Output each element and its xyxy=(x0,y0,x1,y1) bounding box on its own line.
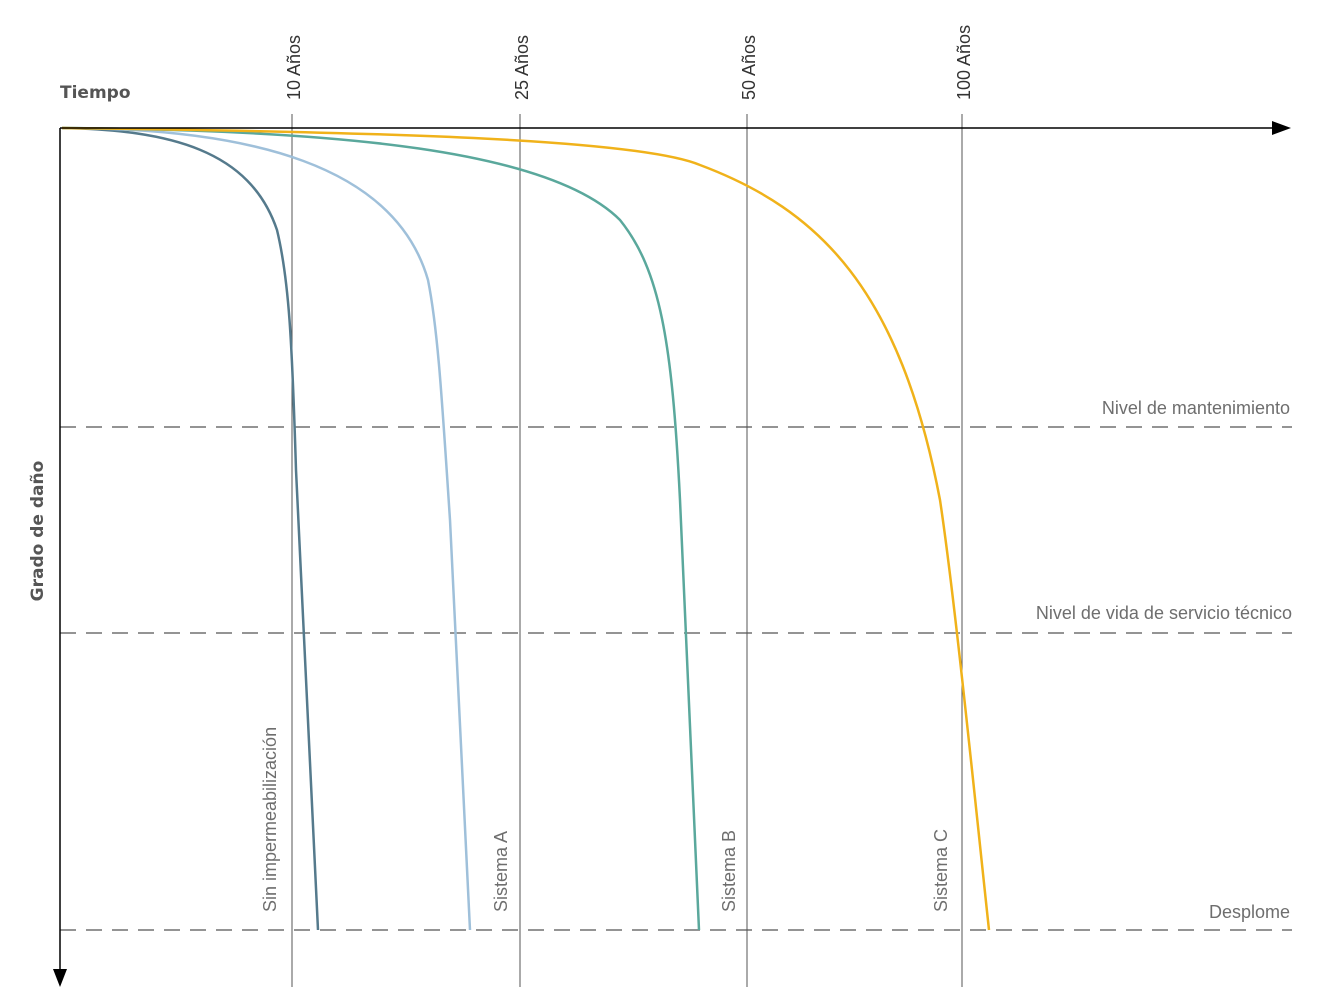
series-line-sistema-a xyxy=(61,126,472,931)
x-tick-label-10-years: 10 Años xyxy=(284,35,304,100)
series-line-sistema-b xyxy=(61,126,701,931)
series-label-sin-impermeabilizacion: Sin impermeabilización xyxy=(260,727,280,912)
time-axis-arrow-icon xyxy=(1272,121,1291,135)
series-line-sistema-c xyxy=(61,126,991,931)
x-tick-label-100-years: 100 Años xyxy=(954,25,974,100)
series-label-sistema-b: Sistema B xyxy=(719,830,739,912)
service-life-level-label: Nivel de vida de servicio técnico xyxy=(1036,603,1292,623)
series-line-sin-impermeabilizacion xyxy=(61,126,320,931)
collapse-level-label: Desplome xyxy=(1209,902,1290,922)
series-label-sistema-a: Sistema A xyxy=(491,831,511,912)
x-tick-label-25-years: 25 Años xyxy=(512,35,532,100)
x-axis-title: Tiempo xyxy=(60,83,131,103)
damage-axis-arrow-icon xyxy=(53,969,67,987)
maintenance-level-label: Nivel de mantenimiento xyxy=(1102,398,1290,418)
y-axis-title: Grado de daño xyxy=(28,461,48,602)
series-label-sistema-c: Sistema C xyxy=(931,829,951,912)
x-tick-label-50-years: 50 Años xyxy=(739,35,759,100)
